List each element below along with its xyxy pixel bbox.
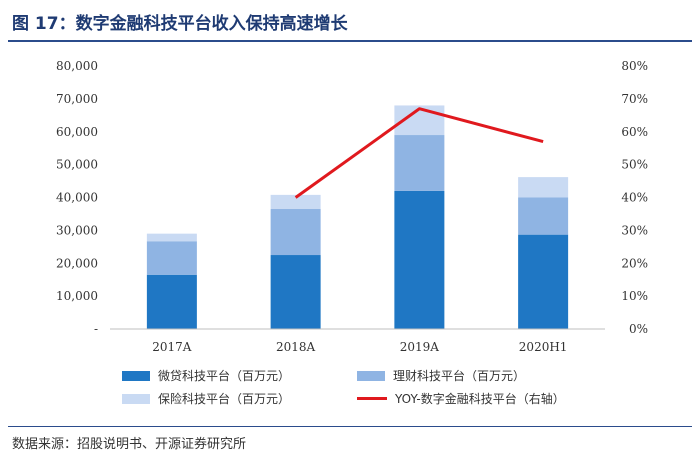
bar-microloan [146,274,197,329]
bar-microloan [518,234,569,329]
legend-item-insurance: 保险科技平台（百万元） [122,390,290,407]
bar-wealth [394,135,445,191]
y-right-tick-label: 10% [621,289,648,303]
bar-microloan [270,255,321,329]
title-divider [8,40,692,42]
bar-wealth [146,241,197,275]
x-tick-label: 2019A [400,340,440,354]
y-right-tick-label: 20% [621,256,648,270]
bar-wealth [270,209,321,256]
y-right-tick-label: 30% [621,223,648,237]
y-left-tick-label: 50,000 [56,158,98,172]
legend-label-wealth: 理财科技平台（百万元） [393,369,526,383]
y-right-tick-label: 60% [621,125,648,139]
x-tick-label: 2018A [276,340,316,354]
y-left-tick-label: 70,000 [56,92,98,106]
y-right-tick-label: 40% [621,191,648,205]
y-left-tick-label: 80,000 [56,59,98,73]
source-divider [8,426,692,427]
y-right-tick-label: 50% [621,158,648,172]
legend-swatch-yoy [357,397,387,400]
figure-title: 图 17：数字金融科技平台收入保持高速增长 [12,14,348,34]
legend-label-yoy: YOY-数字金融科技平台（右轴） [395,392,565,406]
legend-item-microloan: 微贷科技平台（百万元） [122,367,290,384]
bar-insurance [146,233,197,242]
legend-swatch-wealth [357,370,385,381]
bar-insurance [518,177,569,198]
y-left-tick-label: 60,000 [56,125,98,139]
y-left-tick-label: - [94,322,98,336]
title-bar: 图 17：数字金融科技平台收入保持高速增长 [0,0,700,42]
y-left-tick-label: 30,000 [56,223,98,237]
bar-wealth [518,197,569,235]
y-right-tick-label: 0% [629,322,648,336]
y-right-tick-label: 70% [621,92,648,106]
source-note: 数据来源：招股说明书、开源证券研究所 [12,437,247,452]
legend-swatch-microloan [122,370,150,381]
bar-microloan [394,190,445,329]
y-left-tick-label: 10,000 [56,289,98,303]
y-right-tick-label: 80% [621,59,648,73]
legend-item-yoy: YOY-数字金融科技平台（右轴） [357,390,565,407]
legend-label-insurance: 保险科技平台（百万元） [158,392,291,406]
legend-label-microloan: 微贷科技平台（百万元） [158,369,291,383]
yoy-line [294,107,544,199]
y-left-tick-label: 20,000 [56,256,98,270]
legend-item-wealth: 理财科技平台（百万元） [357,367,525,384]
legend-swatch-insurance [122,393,150,404]
bar-insurance [270,194,321,210]
x-tick-label: 2020H1 [519,340,568,354]
x-tick-label: 2017A [152,340,192,354]
y-left-tick-label: 40,000 [56,191,98,205]
